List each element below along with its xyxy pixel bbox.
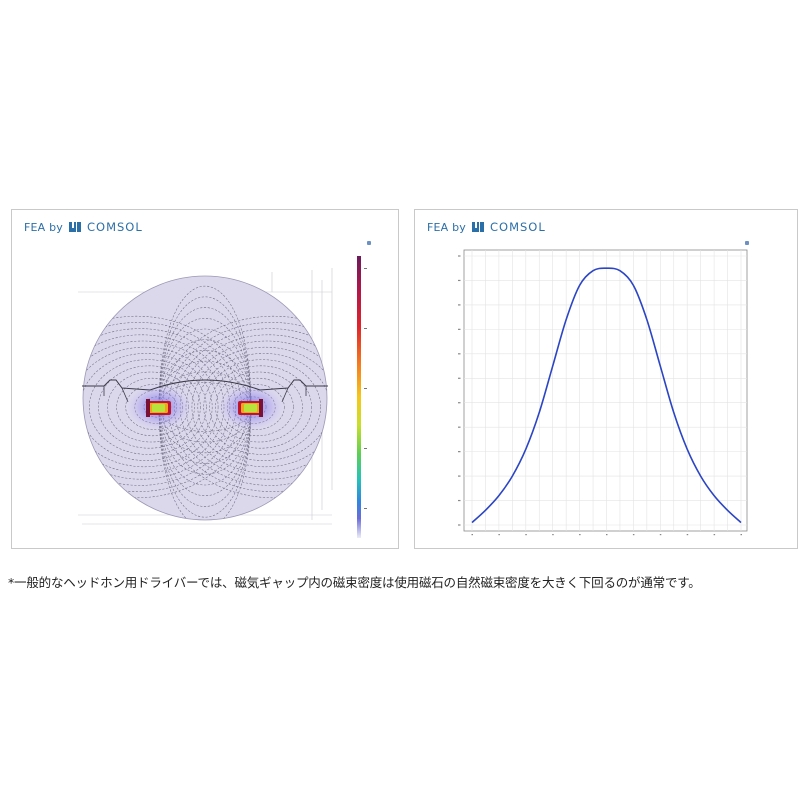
series-line (471, 267, 742, 524)
y-tick (458, 402, 461, 404)
field-line (209, 365, 312, 449)
field-line (83, 353, 213, 461)
flux-profile-panel: FEA by COMSOL (414, 209, 798, 549)
grid-vertical (471, 250, 742, 531)
field-line (158, 328, 252, 486)
y-tick (458, 426, 461, 428)
x-tick (632, 534, 635, 536)
x-tick (579, 534, 581, 536)
plot-area (463, 249, 748, 532)
field-line (89, 359, 207, 455)
brand-prefix: FEA by (24, 220, 63, 234)
colorbar-ticks (364, 268, 367, 509)
y-tick (458, 475, 461, 477)
brand-name: COMSOL (87, 220, 143, 234)
x-tick (686, 534, 689, 536)
colorbar-marker-icon (367, 241, 371, 245)
y-tick (458, 328, 461, 330)
y-tick (458, 499, 461, 502)
comsol-logo-icon (472, 222, 484, 232)
x-tick (471, 534, 473, 536)
y-tick (458, 451, 461, 453)
field-line (107, 371, 195, 443)
magnetic-field-plot (78, 241, 371, 538)
grid-horizontal (464, 255, 747, 526)
frame-outline (103, 386, 307, 403)
caption-text: *一般的なヘッドホン用ドライバーでは、磁気ギャップ内の磁束密度は使用磁石の自然磁… (8, 575, 701, 590)
y-tick (458, 304, 461, 306)
y-tick (458, 524, 461, 526)
x-tick (740, 534, 742, 536)
chart-marker-icon (745, 241, 749, 245)
diaphragm-outline (82, 379, 328, 391)
comsol-brand: FEA by COMSOL (24, 220, 143, 234)
x-tick (659, 534, 662, 536)
brand-name: COMSOL (490, 220, 546, 234)
x-tick (552, 534, 554, 536)
field-line (215, 371, 303, 443)
field-line (158, 286, 252, 520)
comsol-logo-icon (69, 222, 81, 232)
x-tick (606, 534, 608, 536)
y-tick (458, 377, 461, 379)
brand-prefix: FEA by (427, 220, 466, 234)
y-tick (458, 255, 461, 257)
magnet-gap-left (146, 399, 171, 417)
colorbar (357, 256, 361, 538)
field-line (98, 365, 201, 449)
field-line (221, 377, 294, 437)
comsol-brand: FEA by COMSOL (427, 220, 546, 234)
field-line (158, 296, 252, 518)
y-tick (458, 279, 461, 282)
field-line (197, 353, 327, 461)
x-tick (525, 534, 527, 536)
field-line (158, 350, 252, 464)
field-line (203, 359, 321, 455)
axis-ticks (458, 255, 742, 536)
y-tick (458, 353, 461, 355)
fea-field-panel: FEA by COMSOL (11, 209, 399, 549)
x-tick (498, 534, 500, 536)
field-line (185, 340, 327, 474)
magnet-gap-right (238, 399, 263, 417)
flux-density-chart (458, 241, 749, 536)
x-tick (713, 534, 716, 536)
